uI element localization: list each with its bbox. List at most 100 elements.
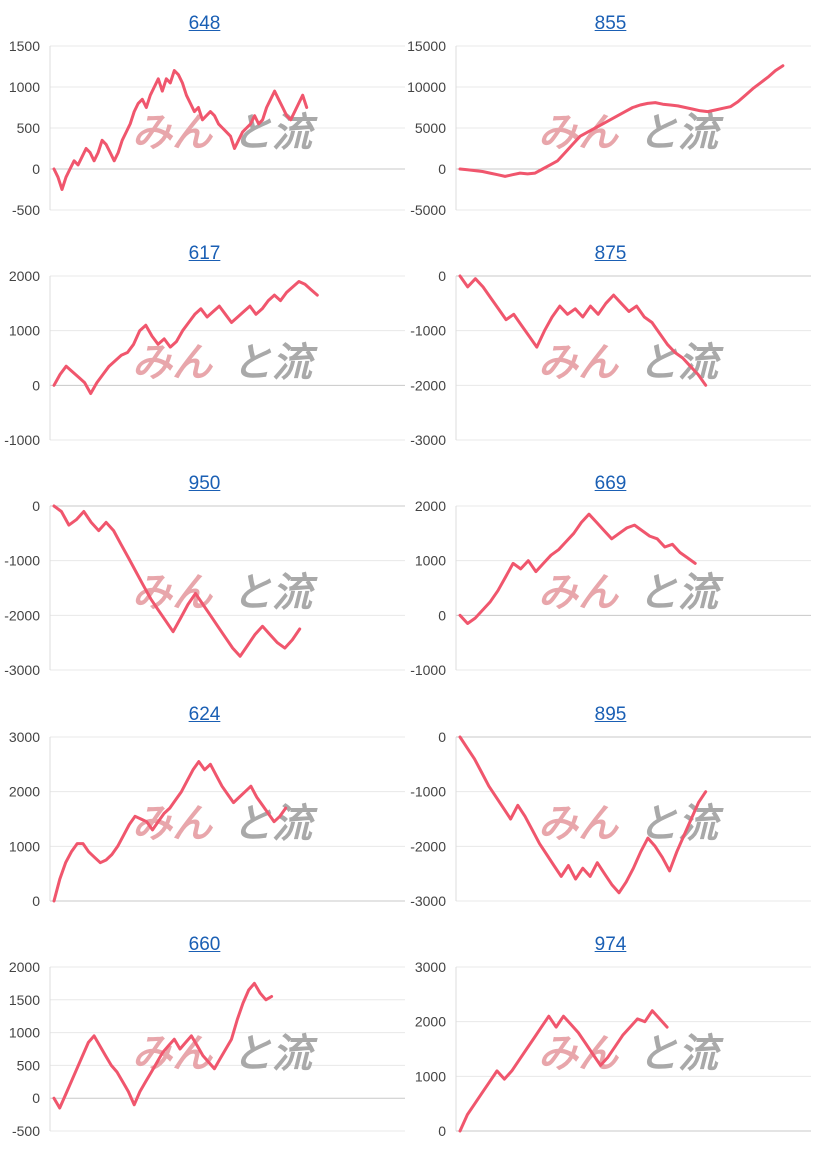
watermark-kana: みん <box>132 340 214 386</box>
chart-title-link[interactable]: 624 <box>188 704 221 725</box>
series-line <box>52 504 302 658</box>
y-tick-label: 1000 <box>415 1068 446 1084</box>
chart-title-link[interactable]: 855 <box>594 13 627 34</box>
chart-title-link[interactable]: 875 <box>594 243 627 264</box>
watermark-kanji: と流 <box>232 340 318 386</box>
y-tick-label: 1000 <box>415 553 446 569</box>
watermark-kana: みん <box>538 340 620 386</box>
watermark-kanji: と流 <box>638 1031 724 1077</box>
y-tick-label: 0 <box>438 1123 446 1139</box>
y-tick-label: 0 <box>438 268 446 284</box>
y-tick-label: 0 <box>32 377 40 393</box>
y-tick-label: 0 <box>32 1090 40 1106</box>
y-tick-label: 3000 <box>415 959 446 975</box>
y-tick-label: -2000 <box>410 377 446 393</box>
watermark-logo: みん と流 <box>538 340 724 386</box>
chart-title-link[interactable]: 974 <box>594 934 627 955</box>
series-line <box>458 64 785 178</box>
y-tick-label: 2000 <box>9 268 40 284</box>
chart-title-link[interactable]: 895 <box>594 704 627 725</box>
y-tick-label: -1000 <box>410 323 446 339</box>
watermark-kana: みん <box>538 110 620 156</box>
y-tick-label: 0 <box>32 161 40 177</box>
watermark-kana: みん <box>132 570 214 616</box>
y-tick-label: 2000 <box>9 784 40 800</box>
y-tick-label: 2000 <box>415 1014 446 1030</box>
line-chart: 3000 2000 1000 0 みん と流 <box>415 959 811 1139</box>
watermark-kanji: と流 <box>638 340 724 386</box>
y-tick-label: 0 <box>438 607 446 623</box>
chart-title-link[interactable]: 950 <box>188 473 221 494</box>
series-line <box>52 69 309 191</box>
chart-title-link[interactable]: 648 <box>188 13 221 34</box>
chart-panel: 617 2000 1000 0 -1000 みん と流 <box>2 232 407 460</box>
series-line <box>458 274 708 387</box>
series-line <box>52 981 274 1110</box>
watermark-logo: みん と流 <box>538 1031 724 1077</box>
chart-panel: 624 3000 2000 1000 0 みん と流 <box>2 693 407 921</box>
chart-title-link[interactable]: 660 <box>188 934 221 955</box>
series-line <box>458 512 697 625</box>
y-tick-label: 1500 <box>9 992 40 1008</box>
y-tick-label: 15000 <box>408 38 446 54</box>
line-chart: 15000 10000 5000 0 -5000 みん と流 <box>408 38 811 218</box>
y-tick-label: 10000 <box>408 79 446 95</box>
y-tick-label: 0 <box>32 893 40 909</box>
line-chart: 2000 1000 0 -1000 みん と流 <box>410 498 811 678</box>
chart-panel: 875 0 -1000 -2000 -3000 みん と流 <box>408 232 813 460</box>
y-tick-label: -500 <box>12 202 40 218</box>
line-chart: 2000 1500 1000 500 0 -500 みん と流 <box>9 959 405 1139</box>
series-line <box>52 280 319 395</box>
watermark-logo: みん と流 <box>538 110 724 156</box>
line-chart: 1500 1000 500 0 -500 みん と流 <box>9 38 405 218</box>
watermark-logo: みん と流 <box>132 1031 318 1077</box>
y-tick-label: 1000 <box>9 838 40 854</box>
watermark-logo: みん と流 <box>132 340 318 386</box>
watermark-kanji: と流 <box>232 1031 318 1077</box>
watermark-logo: みん と流 <box>132 110 318 156</box>
line-chart: 2000 1000 0 -1000 みん と流 <box>4 268 405 448</box>
watermark-logo: みん と流 <box>538 570 724 616</box>
watermark-kana: みん <box>538 570 620 616</box>
y-tick-label: 0 <box>438 729 446 745</box>
y-tick-label: 0 <box>32 498 40 514</box>
chart-panel: 648 1500 1000 500 0 -500 みん と流 <box>2 2 407 230</box>
chart-title-link[interactable]: 617 <box>188 243 221 264</box>
chart-panel: 974 3000 2000 1000 0 みん と流 <box>408 923 813 1151</box>
y-tick-label: -3000 <box>410 893 446 909</box>
chart-panel: 660 2000 1500 1000 500 0 -500 みん と流 <box>2 923 407 1151</box>
y-tick-label: 1500 <box>9 38 40 54</box>
y-tick-label: 1000 <box>9 79 40 95</box>
chart-title-link[interactable]: 669 <box>594 473 627 494</box>
y-tick-label: -1000 <box>4 432 40 448</box>
watermark-kana: みん <box>132 801 214 847</box>
series-line <box>458 735 708 895</box>
watermark-kana: みん <box>538 1031 620 1077</box>
chart-panel: 895 0 -1000 -2000 -3000 みん と流 <box>408 693 813 921</box>
y-tick-label: 500 <box>17 120 41 136</box>
series-line <box>458 1009 669 1133</box>
watermark-kanji: と流 <box>638 110 724 156</box>
line-chart: 3000 2000 1000 0 みん と流 <box>9 729 405 909</box>
watermark-logo: みん と流 <box>132 570 318 616</box>
y-tick-label: -1000 <box>410 662 446 678</box>
y-tick-label: -500 <box>12 1123 40 1139</box>
y-tick-label: 5000 <box>415 120 446 136</box>
y-tick-label: 2000 <box>415 498 446 514</box>
series-line <box>52 760 288 903</box>
watermark-kanji: と流 <box>232 801 318 847</box>
y-tick-label: -3000 <box>4 662 40 678</box>
chart-panel: 950 0 -1000 -2000 -3000 みん と流 <box>2 462 407 690</box>
y-tick-label: 500 <box>17 1057 41 1073</box>
watermark-logo: みん と流 <box>132 801 318 847</box>
y-tick-label: -2000 <box>410 838 446 854</box>
watermark-kanji: と流 <box>638 570 724 616</box>
y-tick-label: -2000 <box>4 607 40 623</box>
y-tick-label: 1000 <box>9 1025 40 1041</box>
watermark-kanji: と流 <box>232 570 318 616</box>
y-tick-label: 1000 <box>9 323 40 339</box>
